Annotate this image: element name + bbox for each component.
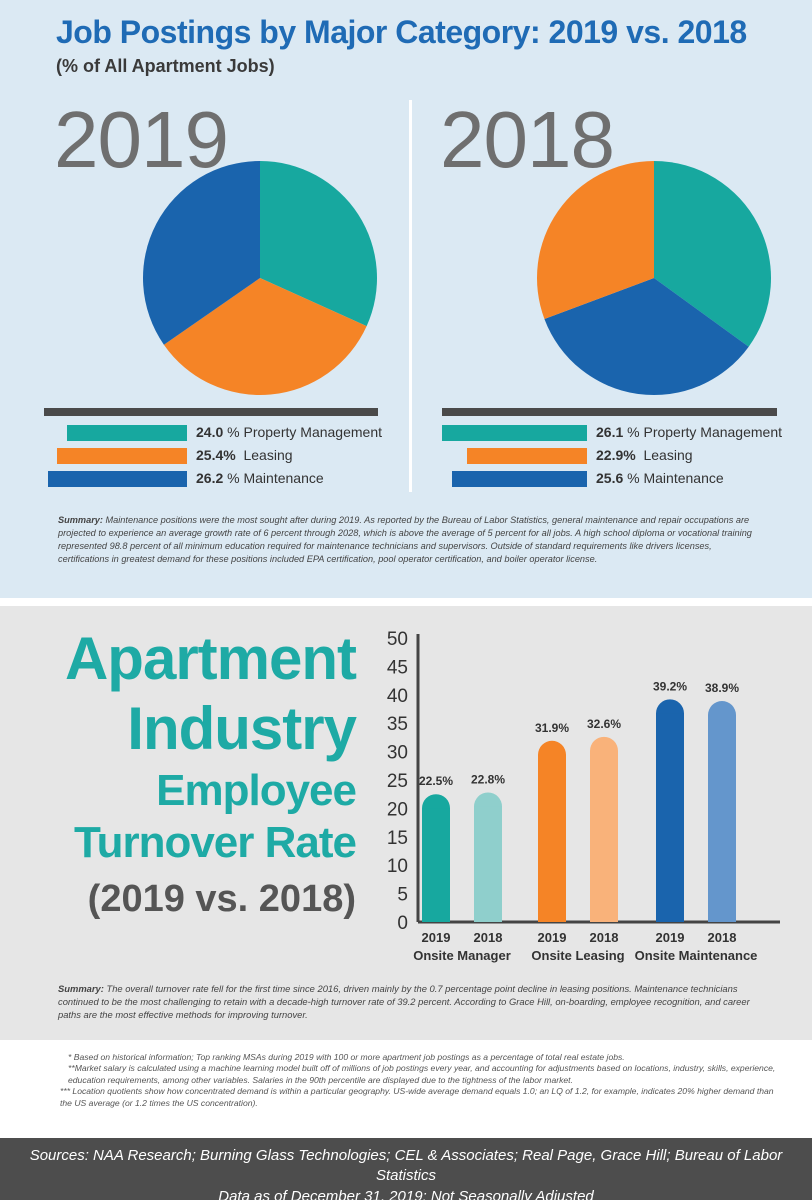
- pie-slice-leasing-2018: [537, 161, 654, 319]
- bar-value-label: 31.9%: [535, 721, 569, 735]
- y-tick-label: 15: [387, 828, 408, 849]
- legend-suffix: %: [623, 470, 644, 486]
- pie-slice-maintenance-2018: [544, 278, 749, 396]
- legend-suffix: %: [223, 424, 244, 440]
- y-tick-label: 35: [387, 714, 408, 735]
- legend-value: 24.0: [196, 424, 224, 440]
- y-tick-label: 45: [387, 657, 408, 678]
- turnover-title-line5: (2019 vs. 2018): [87, 878, 356, 920]
- legend-item-property-management-2019: 24.0 % Property Management: [0, 423, 400, 443]
- bar-base: [538, 754, 566, 922]
- y-tick-label: 25: [387, 771, 408, 792]
- bar-value-label: 22.5%: [419, 774, 453, 788]
- legend-swatch: [452, 471, 587, 487]
- footnote-2: **Market salary is calculated using a ma…: [68, 1063, 776, 1085]
- summary-text: The overall turnover rate fell for the f…: [58, 983, 750, 1021]
- legend-value: 26.1: [596, 424, 624, 440]
- pie-base-bar-2019: [44, 408, 378, 416]
- bar-base: [656, 713, 684, 922]
- y-tick-label: 0: [397, 913, 408, 934]
- x-tick-label: 2019: [538, 930, 567, 945]
- pie-chart-2018: [537, 161, 771, 396]
- legend-value: 26.2: [196, 470, 224, 486]
- footnote-1: * Based on historical information; Top r…: [68, 1052, 625, 1062]
- legend-label: Leasing: [235, 447, 293, 463]
- bar-value-label: 32.6%: [587, 717, 621, 731]
- pie-year-2019: 2019: [54, 95, 229, 184]
- x-tick-label: 2019: [422, 930, 451, 945]
- legend-item-leasing-2018: 22.9% Leasing: [400, 446, 812, 466]
- y-tick-label: 30: [387, 743, 408, 764]
- bar-base: [708, 715, 736, 922]
- y-tick-label: 20: [387, 799, 408, 820]
- sources-line1: Sources: NAA Research; Burning Glass Tec…: [29, 1147, 783, 1185]
- section-divider: [409, 100, 412, 492]
- x-tick-label: 2019: [656, 930, 685, 945]
- legend-swatch: [467, 448, 587, 464]
- legend-item-property-management-2018: 26.1 % Property Management: [400, 423, 812, 443]
- legend-label: Maintenance: [643, 470, 724, 486]
- bar-value-label: 22.8%: [471, 772, 505, 786]
- turnover-title-line1: Apartment: [64, 625, 357, 692]
- summary-text: Maintenance positions were the most soug…: [58, 515, 752, 564]
- pie-slice-property-management-2019: [260, 161, 377, 327]
- legend-suffix: %: [223, 470, 244, 486]
- legend-label: Property Management: [243, 424, 383, 440]
- legend-item-leasing-2019: 25.4% Leasing: [0, 446, 400, 466]
- pie-chart-2019: [143, 161, 377, 395]
- legend-label: Leasing: [635, 447, 693, 463]
- bar-base: [422, 808, 450, 922]
- legend-suffix: %: [623, 424, 644, 440]
- legend-swatch: [48, 471, 187, 487]
- legend-value: 25.4%: [196, 447, 236, 463]
- turnover-bar-chart: 0 5 10 15 20 25 30 35 40 45 50 22.5% 2019 22.8% 2018 On…: [387, 629, 780, 963]
- legend-swatch: [57, 448, 187, 464]
- group-label: Onsite Leasing: [531, 948, 624, 963]
- bar-value-label: 38.9%: [705, 681, 739, 695]
- summary-lead: Summary:: [58, 515, 103, 525]
- pie-slice-leasing-2019: [163, 278, 367, 395]
- group-label: Onsite Manager: [413, 948, 511, 963]
- footnote-3: *** Location quotients show how concentr…: [60, 1086, 774, 1108]
- legend-label: Property Management: [643, 424, 783, 440]
- sources-line2: Data as of December 31, 2019; Not Season…: [218, 1187, 594, 1200]
- turnover-title-line2: Industry: [127, 695, 357, 762]
- turnover-title-line4: Turnover Rate: [73, 818, 357, 867]
- y-tick-label: 10: [387, 856, 408, 877]
- y-tick-label: 5: [397, 885, 408, 906]
- group-label: Onsite Maintenance: [635, 948, 758, 963]
- legend-item-maintenance-2018: 25.6 % Maintenance: [400, 469, 812, 489]
- y-tick-label: 40: [387, 686, 408, 707]
- x-tick-label: 2018: [474, 930, 503, 945]
- sources-footer: Sources: NAA Research; Burning Glass Tec…: [0, 1138, 812, 1200]
- bar-base: [474, 806, 502, 922]
- turnover-title-line3: Employee: [156, 766, 357, 815]
- footnotes: * Based on historical information; Top r…: [60, 1052, 780, 1109]
- legend-value: 25.6: [596, 470, 624, 486]
- y-tick-label: 50: [387, 629, 408, 650]
- pie-slice-property-management-2018: [654, 161, 771, 347]
- x-tick-label: 2018: [590, 930, 619, 945]
- pie-year-2018: 2018: [440, 95, 615, 184]
- page-subtitle: (% of All Apartment Jobs): [56, 56, 275, 76]
- legend-swatch: [67, 425, 187, 441]
- legend-item-maintenance-2019: 26.2 % Maintenance: [0, 469, 400, 489]
- summary-turnover: Summary: The overall turnover rate fell …: [58, 982, 758, 1021]
- summary-lead: Summary:: [58, 983, 104, 994]
- summary-job-postings: Summary: Maintenance positions were the …: [58, 514, 758, 566]
- bar-base: [590, 750, 618, 922]
- x-tick-label: 2018: [708, 930, 737, 945]
- legend-label: Maintenance: [243, 470, 324, 486]
- pie-base-bar-2018: [442, 408, 777, 416]
- pie-slice-maintenance-2019: [143, 161, 260, 345]
- legend-swatch: [442, 425, 587, 441]
- page-title: Job Postings by Major Category: 2019 vs.…: [56, 14, 747, 50]
- bar-value-label: 39.2%: [653, 679, 687, 693]
- legend-value: 22.9%: [596, 447, 636, 463]
